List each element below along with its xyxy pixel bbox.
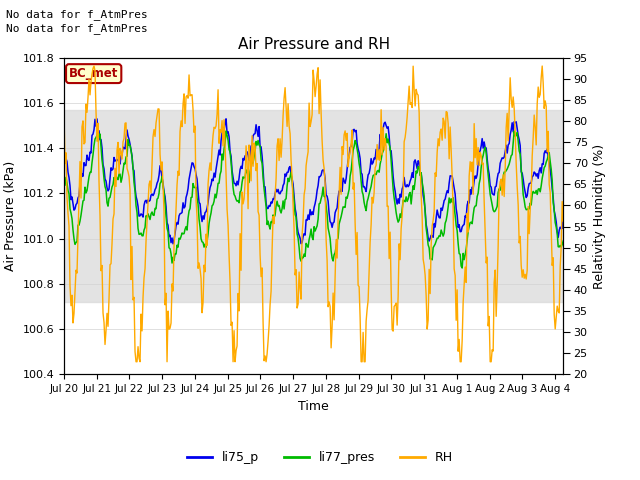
Text: BC_met: BC_met (69, 67, 118, 80)
Text: No data for f̲AtmPres: No data for f̲AtmPres (6, 23, 148, 34)
Y-axis label: Air Pressure (kPa): Air Pressure (kPa) (4, 161, 17, 271)
Legend: li75_p, li77_pres, RH: li75_p, li77_pres, RH (182, 446, 458, 469)
Y-axis label: Relativity Humidity (%): Relativity Humidity (%) (593, 144, 606, 288)
Title: Air Pressure and RH: Air Pressure and RH (237, 37, 390, 52)
X-axis label: Time: Time (298, 400, 329, 413)
Bar (64, 109, 563, 302)
Text: No data for f_AtmPres: No data for f_AtmPres (6, 9, 148, 20)
